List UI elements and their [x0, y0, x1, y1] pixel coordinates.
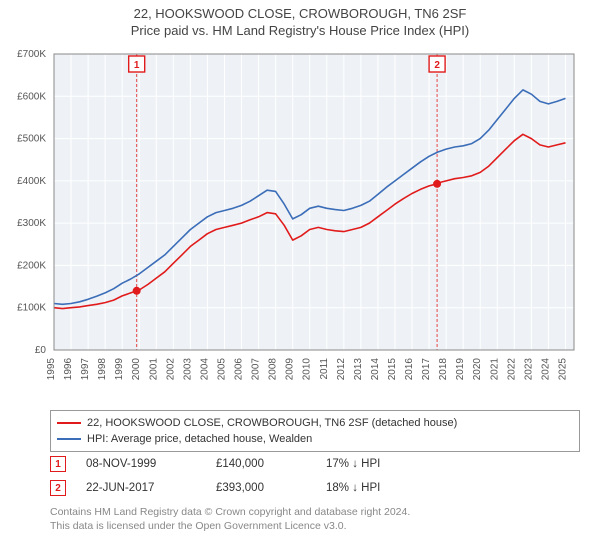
- svg-text:£600K: £600K: [17, 91, 46, 102]
- svg-text:2011: 2011: [319, 358, 330, 380]
- svg-text:1998: 1998: [97, 358, 108, 381]
- sale-price: £140,000: [216, 458, 326, 470]
- svg-text:2025: 2025: [557, 358, 568, 381]
- svg-text:£200K: £200K: [17, 260, 46, 271]
- sale-badge: 1: [50, 456, 66, 472]
- sale-date: 22-JUN-2017: [86, 482, 216, 494]
- svg-text:2023: 2023: [523, 358, 534, 381]
- svg-text:2000: 2000: [131, 358, 142, 381]
- svg-text:2013: 2013: [353, 358, 364, 381]
- chart-svg: £0£100K£200K£300K£400K£500K£600K£700K199…: [50, 50, 580, 390]
- sale-diff: 17% ↓ HPI: [326, 458, 446, 470]
- svg-text:2007: 2007: [251, 358, 262, 381]
- sale-price: £393,000: [216, 482, 326, 494]
- svg-text:2021: 2021: [489, 358, 500, 381]
- svg-text:2016: 2016: [404, 358, 415, 381]
- legend-label: 22, HOOKSWOOD CLOSE, CROWBOROUGH, TN6 2S…: [87, 417, 457, 429]
- sale-badge: 2: [50, 480, 66, 496]
- chart-container: 22, HOOKSWOOD CLOSE, CROWBOROUGH, TN6 2S…: [0, 0, 600, 560]
- svg-text:£0: £0: [35, 345, 47, 356]
- sale-diff: 18% ↓ HPI: [326, 482, 446, 494]
- svg-text:2005: 2005: [216, 358, 227, 381]
- svg-text:1999: 1999: [114, 358, 125, 381]
- svg-text:2002: 2002: [165, 358, 176, 381]
- sale-row: 1 08-NOV-1999 £140,000 17% ↓ HPI: [50, 452, 580, 476]
- sales-table: 1 08-NOV-1999 £140,000 17% ↓ HPI 2 22-JU…: [50, 452, 580, 500]
- svg-text:1: 1: [134, 60, 140, 71]
- legend-row: HPI: Average price, detached house, Weal…: [57, 431, 573, 447]
- svg-text:2024: 2024: [540, 358, 551, 381]
- svg-text:2020: 2020: [472, 358, 483, 381]
- svg-text:£500K: £500K: [17, 134, 46, 145]
- svg-text:2014: 2014: [370, 358, 381, 381]
- svg-text:£700K: £700K: [17, 49, 46, 60]
- svg-text:1996: 1996: [63, 358, 74, 381]
- title-line-2: Price paid vs. HM Land Registry's House …: [0, 21, 600, 38]
- svg-text:2004: 2004: [199, 358, 210, 381]
- svg-text:2003: 2003: [182, 358, 193, 381]
- svg-text:£400K: £400K: [17, 176, 46, 187]
- svg-text:1997: 1997: [80, 358, 91, 381]
- footer: Contains HM Land Registry data © Crown c…: [50, 505, 580, 533]
- legend: 22, HOOKSWOOD CLOSE, CROWBOROUGH, TN6 2S…: [50, 410, 580, 452]
- svg-text:2015: 2015: [387, 358, 398, 381]
- svg-text:£100K: £100K: [17, 303, 46, 314]
- legend-row: 22, HOOKSWOOD CLOSE, CROWBOROUGH, TN6 2S…: [57, 415, 573, 431]
- title-line-1: 22, HOOKSWOOD CLOSE, CROWBOROUGH, TN6 2S…: [0, 0, 600, 21]
- chart-plot: £0£100K£200K£300K£400K£500K£600K£700K199…: [50, 50, 580, 390]
- svg-text:2001: 2001: [148, 358, 159, 381]
- svg-text:2008: 2008: [268, 358, 279, 381]
- svg-text:2010: 2010: [302, 358, 313, 381]
- svg-text:2006: 2006: [234, 358, 245, 381]
- svg-text:2022: 2022: [506, 358, 517, 381]
- svg-text:1995: 1995: [46, 358, 57, 381]
- svg-text:2019: 2019: [455, 358, 466, 381]
- svg-text:2017: 2017: [421, 358, 432, 381]
- svg-text:2: 2: [434, 60, 440, 71]
- sale-row: 2 22-JUN-2017 £393,000 18% ↓ HPI: [50, 476, 580, 500]
- sale-date: 08-NOV-1999: [86, 458, 216, 470]
- legend-swatch: [57, 422, 81, 424]
- svg-text:2018: 2018: [438, 358, 449, 381]
- legend-label: HPI: Average price, detached house, Weal…: [87, 433, 312, 445]
- footer-line-1: Contains HM Land Registry data © Crown c…: [50, 505, 580, 519]
- footer-line-2: This data is licensed under the Open Gov…: [50, 519, 580, 533]
- legend-swatch: [57, 438, 81, 440]
- svg-text:2012: 2012: [336, 358, 347, 381]
- svg-text:2009: 2009: [285, 358, 296, 381]
- svg-text:£300K: £300K: [17, 218, 46, 229]
